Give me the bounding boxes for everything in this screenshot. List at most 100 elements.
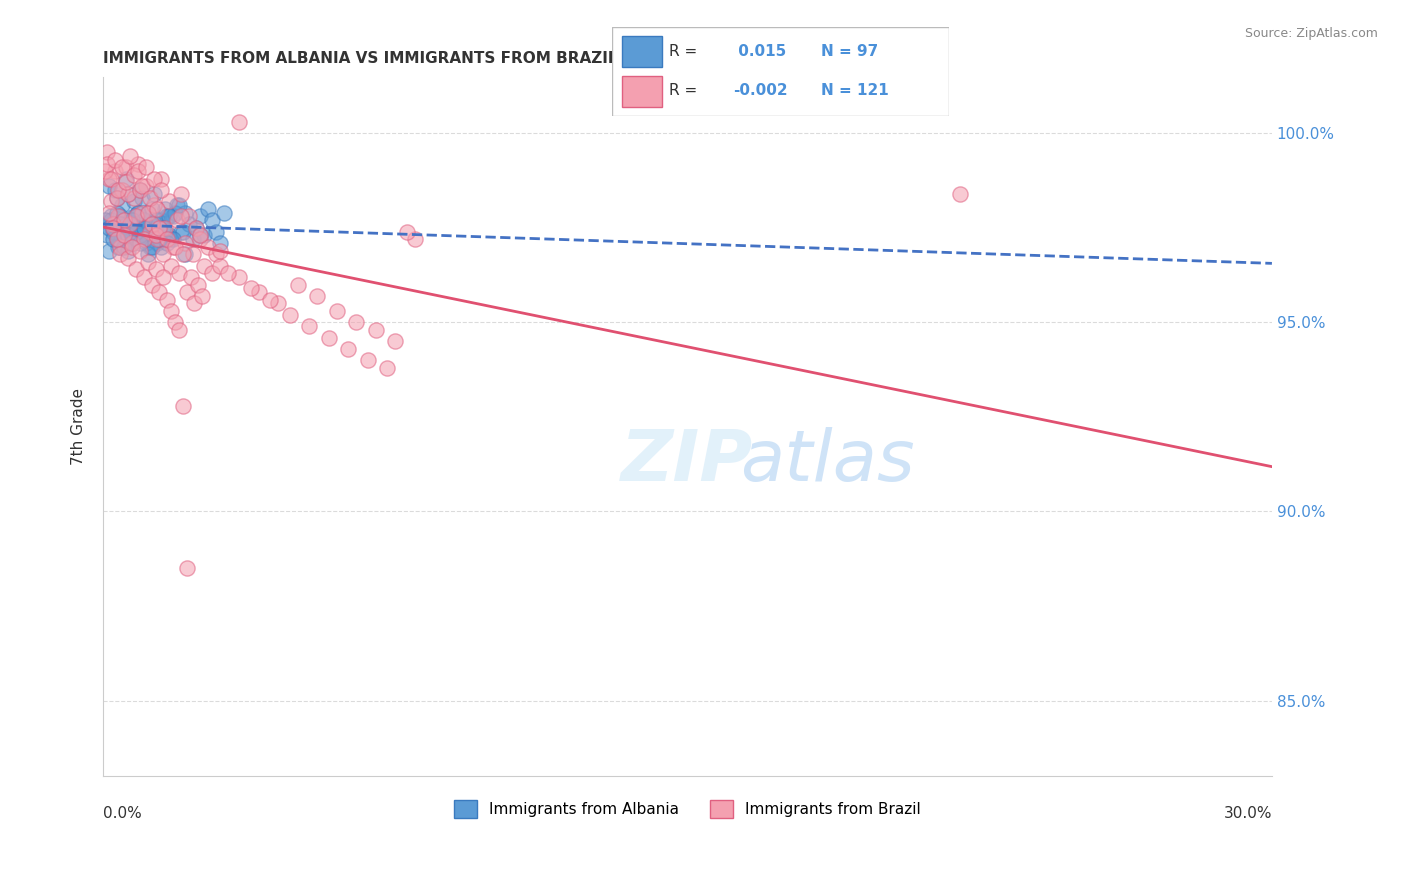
Point [172,247,194,261]
Point [146,213,169,227]
Point [97,205,120,219]
Point [110,240,132,254]
Point [197,240,219,254]
Point [135,179,157,194]
Point [188,210,211,224]
Text: N = 121: N = 121 [821,84,889,98]
Point [142,186,165,201]
Point [278,308,301,322]
Point [94,213,117,227]
Text: R =: R = [669,84,697,98]
Point [170,225,193,239]
Point [404,232,426,246]
Point [120,217,142,231]
Point [117,251,139,265]
Point [101,225,124,239]
Point [176,285,198,299]
Point [129,183,152,197]
Point [150,183,173,197]
Point [145,262,167,277]
Point [105,191,128,205]
Point [162,210,184,224]
Point [105,191,128,205]
Point [112,240,135,254]
Point [287,277,309,292]
Text: 0.015: 0.015 [733,45,786,59]
Point [101,232,124,246]
Point [949,186,972,201]
Text: R =: R = [669,45,697,59]
Text: atlas: atlas [741,427,915,496]
Point [96,156,118,170]
Point [129,235,152,250]
Point [110,210,132,224]
Point [145,225,167,239]
Point [173,205,195,219]
Point [217,266,239,280]
Point [96,228,118,243]
Point [201,213,224,227]
Point [111,161,134,175]
Point [170,186,193,201]
Point [177,210,200,224]
Point [228,270,250,285]
Point [146,202,169,216]
Point [127,205,149,219]
Point [127,164,149,178]
Point [181,247,204,261]
Point [115,232,138,246]
Point [364,323,387,337]
Point [148,285,170,299]
Point [117,244,139,258]
Point [107,232,129,246]
Point [131,191,153,205]
Point [155,225,177,239]
Point [186,220,208,235]
Point [156,232,179,246]
Point [129,244,152,258]
Point [100,194,122,209]
Point [111,198,134,212]
Point [138,191,160,205]
Point [112,213,135,227]
Point [122,168,145,182]
Point [145,228,167,243]
Point [152,220,174,235]
Point [105,232,128,246]
Point [112,228,135,243]
Point [148,220,170,235]
Point [131,179,153,194]
Point [136,205,159,219]
Point [167,266,190,280]
Point [138,225,160,239]
Point [205,225,228,239]
Point [157,228,180,243]
Point [105,232,128,246]
Point [187,277,209,292]
Point [141,202,163,216]
Point [177,217,200,231]
Point [97,220,120,235]
Point [121,235,143,250]
Point [357,353,380,368]
Point [125,210,148,224]
Point [170,210,193,224]
Point [127,156,149,170]
Point [125,262,148,277]
Point [183,296,205,310]
Point [176,561,198,575]
Text: Source: ZipAtlas.com: Source: ZipAtlas.com [1244,27,1378,40]
Point [121,240,143,254]
Point [94,164,117,178]
Legend: Immigrants from Albania, Immigrants from Brazil: Immigrants from Albania, Immigrants from… [449,794,927,824]
Point [395,225,418,239]
Point [107,210,129,224]
Point [101,220,124,235]
Point [155,202,177,216]
Text: N = 97: N = 97 [821,45,879,59]
Point [132,232,155,246]
Point [117,186,139,201]
Point [115,171,138,186]
Point [298,319,321,334]
Point [138,240,160,254]
